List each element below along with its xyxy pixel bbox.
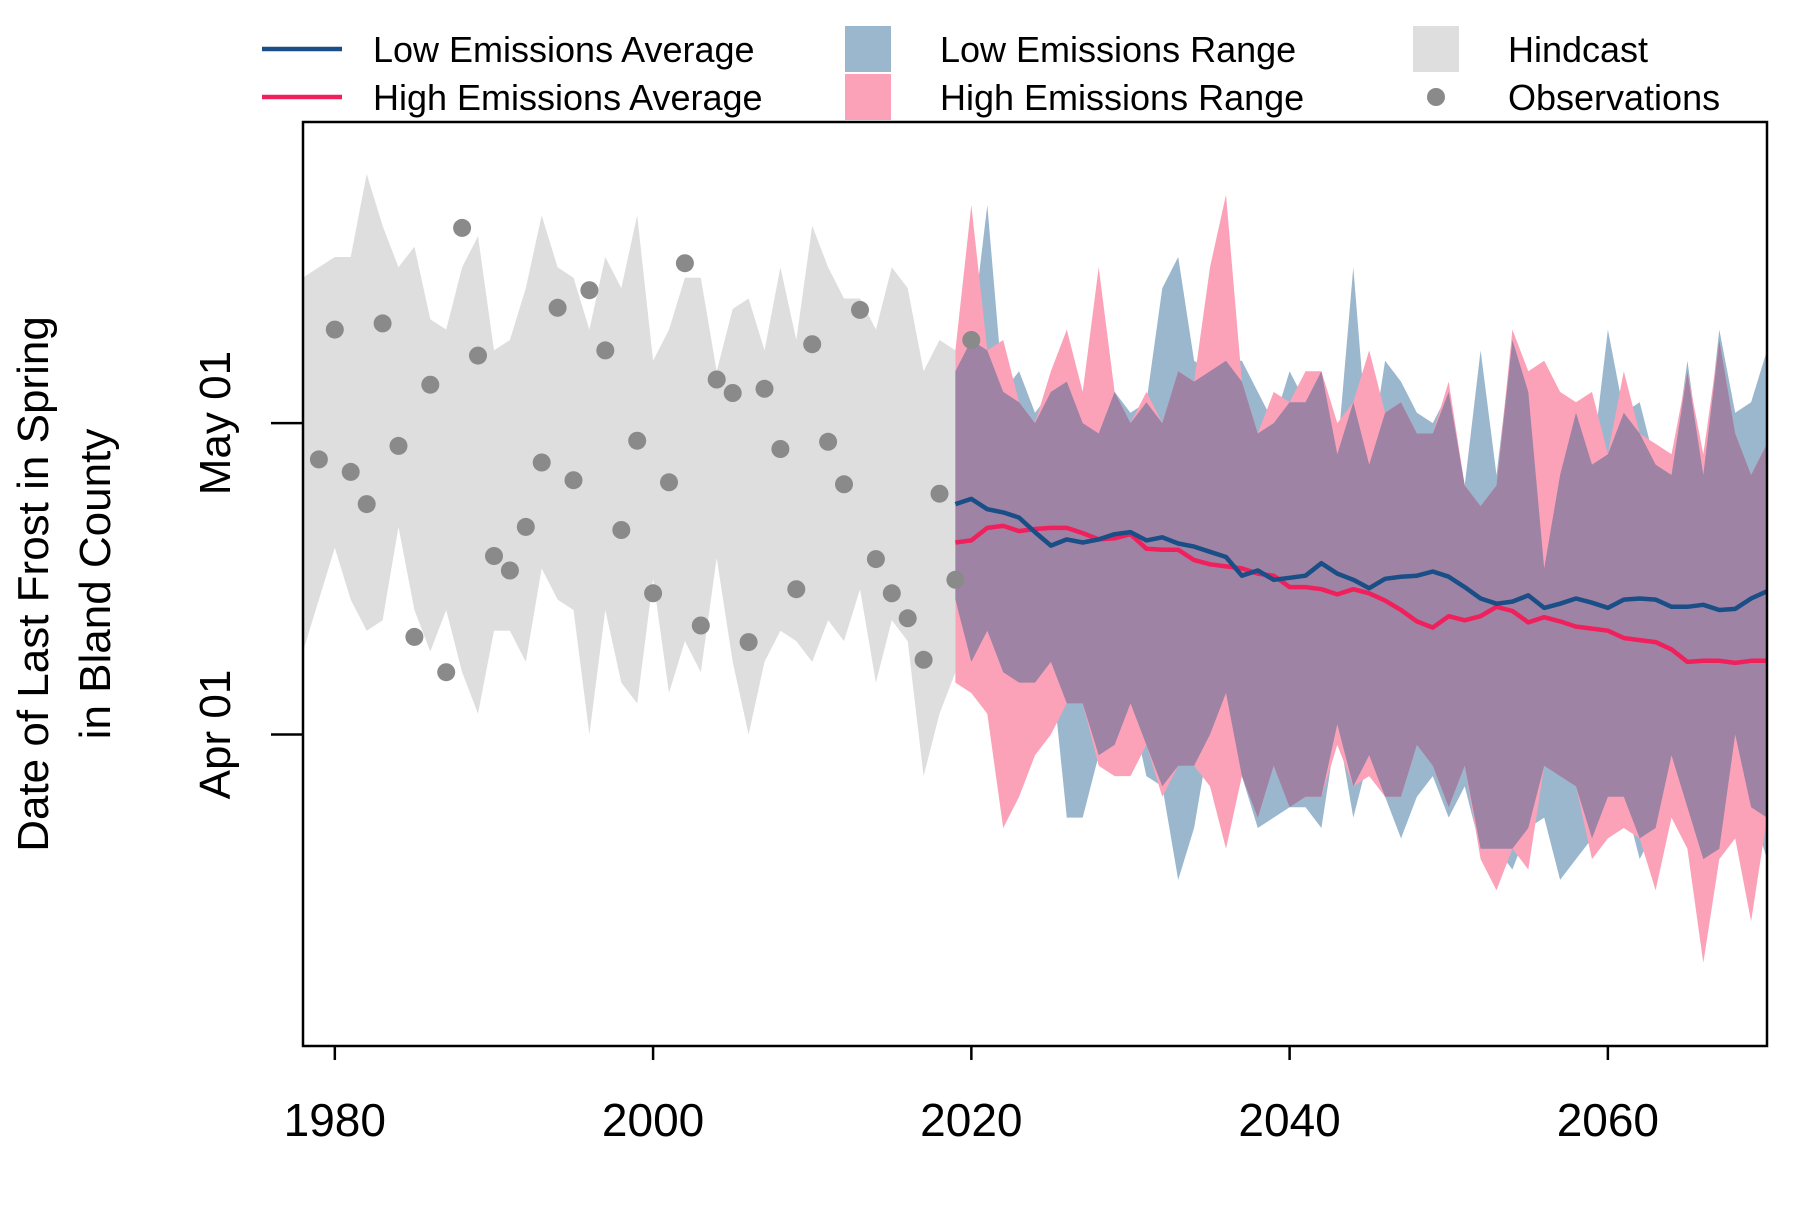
legend-label-low-range: Low Emissions Range	[940, 29, 1296, 70]
observation-point	[373, 314, 392, 333]
observation-point	[675, 254, 694, 273]
y-tick-label: May 01	[191, 351, 240, 495]
legend-label-low-avg: Low Emissions Average	[373, 29, 755, 70]
observation-point	[596, 341, 615, 360]
legend-label-observations: Observations	[1508, 77, 1720, 118]
observation-point	[485, 547, 503, 565]
observation-point	[962, 331, 981, 349]
observation-point	[771, 440, 790, 458]
x-tick-label: 2020	[920, 1094, 1022, 1146]
observation-point	[787, 580, 806, 599]
y-axis-title-line-2: in Bland County	[71, 429, 120, 740]
observation-point	[914, 650, 933, 669]
observation-point	[723, 384, 742, 402]
observation-point	[437, 663, 456, 682]
observation-point	[516, 517, 535, 536]
observation-point	[660, 473, 678, 492]
legend-swatch-hindcast	[1413, 26, 1459, 72]
observation-point	[882, 584, 901, 603]
legend-label-hindcast: Hindcast	[1508, 29, 1648, 70]
x-tick-label: 1980	[284, 1094, 386, 1146]
observation-point	[453, 218, 472, 237]
x-tick-label: 2040	[1238, 1094, 1340, 1146]
x-axis: 1980 2000 2020 2040 2060	[284, 1046, 1659, 1146]
observation-point	[405, 627, 424, 646]
plot-frame	[301, 120, 1769, 1048]
legend-swatch-low-range	[845, 26, 891, 72]
legend-swatch-high-range	[845, 74, 891, 120]
legend-label-high-avg: High Emissions Average	[373, 77, 763, 118]
range-overlap-band	[955, 340, 1767, 860]
low-emissions-average-line	[954, 496, 1767, 613]
observation-point	[851, 300, 869, 319]
observation-point	[707, 370, 726, 389]
observation-point	[819, 432, 838, 451]
observation-point	[564, 471, 583, 490]
y-axis-title-line-1: Date of Last Frost in Spring	[9, 316, 58, 852]
x-tick-label: 2060	[1557, 1094, 1659, 1146]
observation-point	[325, 320, 344, 339]
observation-point	[341, 462, 360, 481]
observation-point	[898, 609, 917, 628]
legend: Low Emissions Average High Emissions Ave…	[262, 26, 1720, 120]
y-axis: Apr 01 May 01	[191, 351, 303, 799]
observation-point	[532, 453, 551, 472]
observation-point	[739, 633, 758, 652]
observation-point	[500, 561, 519, 580]
legend-swatch-observations	[1427, 88, 1445, 106]
observation-point	[612, 521, 631, 539]
observation-point	[628, 431, 647, 450]
observation-point	[946, 570, 965, 589]
observation-point	[469, 346, 487, 365]
plot-area	[303, 173, 1767, 963]
observation-point	[580, 281, 599, 300]
observation-point	[930, 484, 949, 503]
observation-point	[866, 550, 885, 569]
observation-point	[803, 335, 822, 354]
observation-point	[691, 616, 710, 635]
observation-point	[755, 379, 774, 398]
x-tick-label: 2000	[602, 1094, 704, 1146]
observation-point	[357, 495, 376, 514]
observation-point	[548, 298, 567, 317]
observation-point	[835, 475, 853, 494]
hindcast-band	[303, 173, 956, 777]
y-tick-label: Apr 01	[191, 670, 240, 800]
high-emissions-average-line	[955, 523, 1767, 666]
observation-point	[421, 375, 440, 394]
observation-point	[644, 584, 663, 603]
legend-label-high-range: High Emissions Range	[940, 77, 1304, 118]
observation-point	[389, 436, 408, 455]
observation-point	[309, 450, 328, 469]
